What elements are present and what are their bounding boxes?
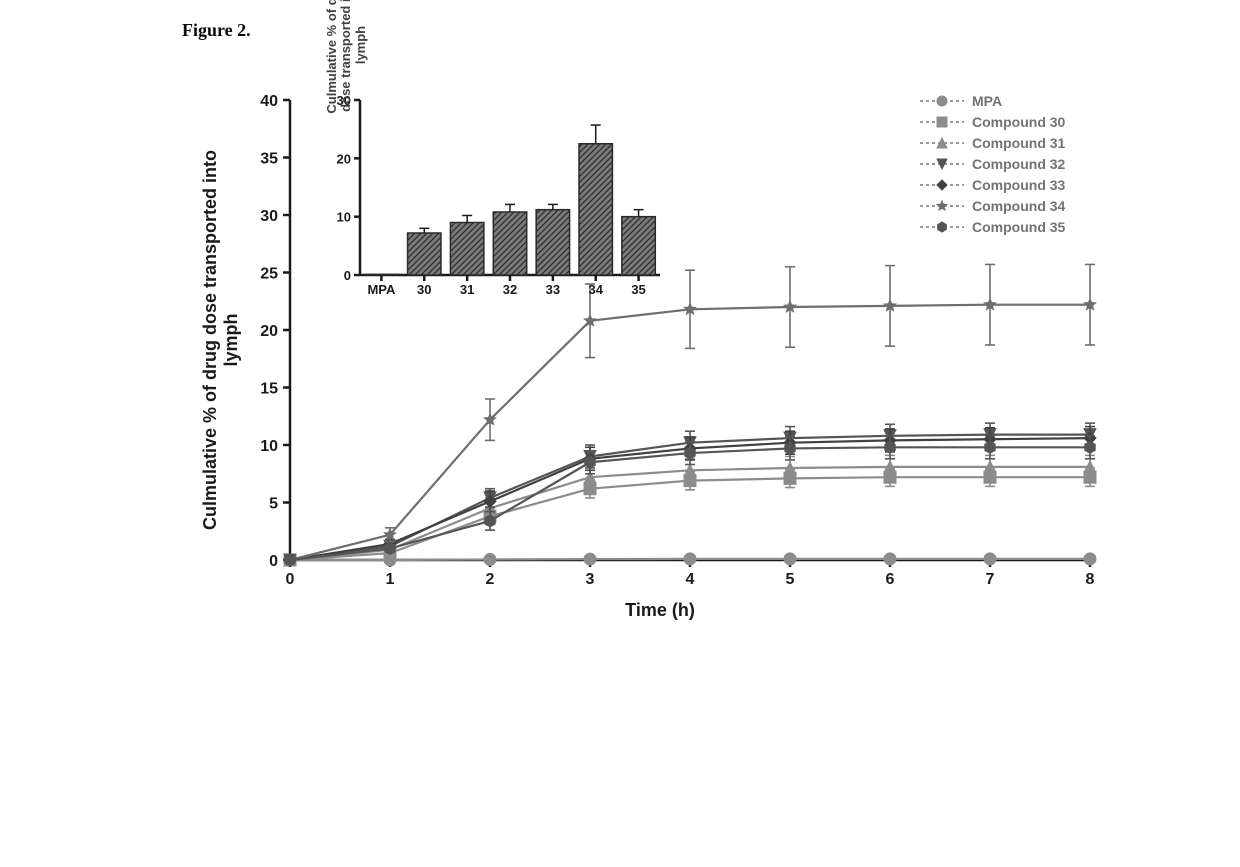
inset-chart-ylabel: Culmulative % of drug dose transported i… [325,0,368,125]
main-chart-xlabel: Time (h) [210,600,1110,621]
svg-text:5: 5 [786,571,795,588]
legend-item: Compound 31 [920,132,1120,153]
series-marker [585,456,595,468]
svg-text:3: 3 [586,571,595,588]
series-marker [984,553,996,565]
series-marker [984,299,995,310]
legend-label: Compound 30 [972,114,1065,130]
svg-text:30: 30 [260,208,278,225]
series-marker [784,553,796,565]
svg-text:0: 0 [344,268,351,283]
svg-text:34: 34 [588,282,603,297]
legend-swatch [920,115,964,129]
series-marker [684,303,695,314]
series-marker [884,300,895,311]
svg-text:10: 10 [337,210,351,225]
svg-text:7: 7 [986,571,995,588]
svg-text:20: 20 [260,323,278,340]
series-marker [684,553,696,565]
svg-text:6: 6 [886,571,895,588]
svg-text:30: 30 [417,282,431,297]
svg-text:35: 35 [631,282,645,297]
series-marker [685,447,695,459]
legend-swatch [920,220,964,234]
svg-text:33: 33 [546,282,560,297]
svg-text:10: 10 [260,438,278,455]
figure-title: Figure 2. [182,20,251,41]
series-marker [484,553,496,565]
legend-label: Compound 34 [972,198,1065,214]
legend-item: Compound 30 [920,111,1120,132]
series-marker [785,442,795,454]
legend-label: Compound 33 [972,177,1065,193]
legend-item: Compound 35 [920,216,1120,237]
svg-text:35: 35 [260,151,278,168]
series-marker [1085,441,1095,453]
svg-text:2: 2 [486,571,495,588]
svg-text:0: 0 [286,571,295,588]
legend-item: Compound 32 [920,153,1120,174]
svg-text:4: 4 [686,571,695,588]
series-marker [385,543,395,555]
svg-text:8: 8 [1086,571,1095,588]
series-marker [884,553,896,565]
series-marker [1084,553,1096,565]
legend-swatch [920,136,964,150]
series-marker [584,553,596,565]
svg-text:20: 20 [337,151,351,166]
svg-text:5: 5 [269,496,278,513]
legend-swatch [920,199,964,213]
legend-label: MPA [972,93,1002,109]
svg-text:25: 25 [260,266,278,283]
legend-item: MPA [920,90,1120,111]
legend-swatch [920,157,964,171]
chart-area: Culmulative % of drug dose transported i… [210,90,1110,630]
legend-item: Compound 33 [920,174,1120,195]
legend: MPA Compound 30 Compound 31 Compound 32 Comp… [920,90,1120,237]
legend-label: Compound 35 [972,219,1065,235]
series-marker [285,554,295,566]
legend-label: Compound 31 [972,135,1065,151]
inset-chart: 0102030MPA303132333435 [337,93,660,297]
svg-text:1: 1 [386,571,395,588]
svg-text:MPA: MPA [367,282,396,297]
legend-label: Compound 32 [972,156,1065,172]
svg-text:0: 0 [269,553,278,570]
main-chart-ylabel: Culmulative % of drug dose transported i… [200,125,242,555]
legend-item: Compound 34 [920,195,1120,216]
series-marker [985,441,995,453]
legend-swatch [920,178,964,192]
series-marker [1084,299,1095,310]
svg-text:40: 40 [260,93,278,110]
series-marker [784,301,795,312]
legend-swatch [920,94,964,108]
series-marker [885,441,895,453]
svg-text:32: 32 [503,282,517,297]
svg-text:31: 31 [460,282,474,297]
series-marker [485,515,495,527]
svg-text:15: 15 [260,381,278,398]
